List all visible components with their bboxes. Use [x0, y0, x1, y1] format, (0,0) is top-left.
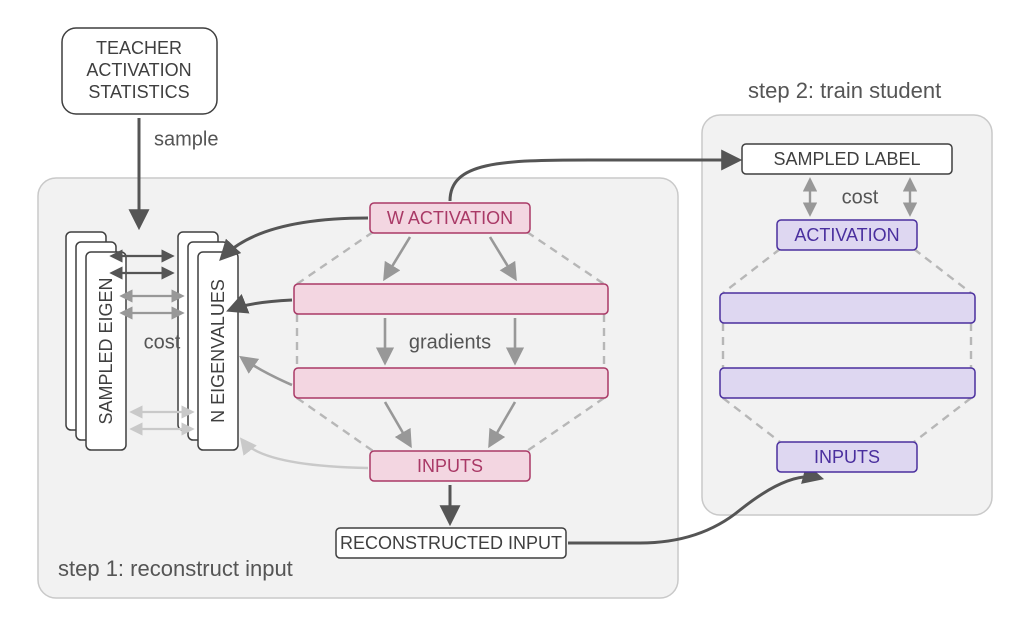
w-activation-label: W ACTIVATION [387, 208, 513, 228]
diagram-canvas: step 1: reconstruct input step 2: train … [0, 0, 1022, 632]
node-purple-layer-2 [720, 293, 975, 323]
sampled-eigen-label: SAMPLED EIGEN [96, 277, 116, 424]
activation-purple-label: ACTIVATION [794, 225, 899, 245]
purple-inputs-label: INPUTS [814, 447, 880, 467]
sampled-label-text: SAMPLED LABEL [773, 149, 920, 169]
node-pink-layer-3 [294, 368, 608, 398]
teacher-stats-line2: ACTIVATION [86, 60, 191, 80]
pink-inputs-label: INPUTS [417, 456, 483, 476]
recon-input-label: RECONSTRUCTED INPUT [340, 533, 562, 553]
label-gradients: gradients [409, 331, 491, 353]
teacher-stats-line3: STATISTICS [88, 82, 189, 102]
n-eigen-label: N EIGENVALUES [208, 279, 228, 423]
node-pink-layer-2 [294, 284, 608, 314]
node-purple-layer-3 [720, 368, 975, 398]
teacher-stats-line1: TEACHER [96, 38, 182, 58]
panel-step2-title: step 2: train student [748, 78, 941, 103]
label-cost1: cost [144, 331, 181, 353]
panel-step1-title: step 1: reconstruct input [58, 556, 293, 581]
label-sample: sample [154, 128, 218, 150]
label-cost2: cost [842, 186, 879, 208]
